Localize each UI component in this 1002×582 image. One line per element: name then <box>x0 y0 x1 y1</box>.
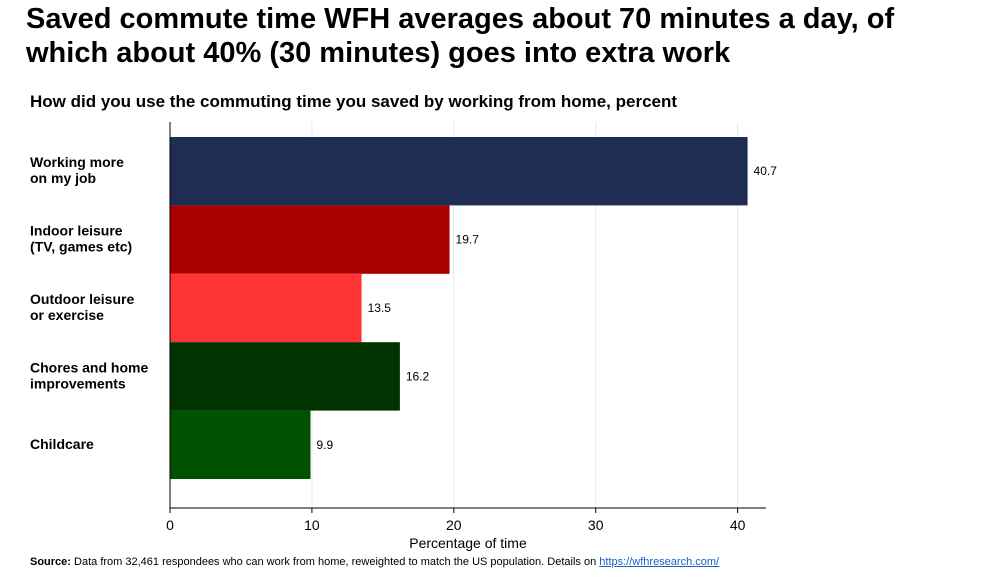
headline-line-1: Saved commute time WFH averages about 70… <box>26 3 895 35</box>
bar <box>170 205 450 274</box>
bar <box>170 137 748 206</box>
source-link[interactable]: https://wfhresearch.com/ <box>599 556 720 568</box>
x-axis-title: Percentage of time <box>409 535 527 551</box>
x-tick-label: 0 <box>166 517 174 533</box>
data-label: 19.7 <box>456 233 480 247</box>
source-note: Source: Data from 32,461 respondees who … <box>30 556 719 568</box>
category-label: Working more <box>30 154 124 170</box>
chart-title: How did you use the commuting time you s… <box>30 92 678 111</box>
x-tick-label: 30 <box>588 517 604 533</box>
x-tick-label: 20 <box>446 517 462 533</box>
headline-line-2: which about 40% (30 minutes) goes into e… <box>26 37 731 69</box>
category-label: improvements <box>30 375 126 391</box>
data-label: 40.7 <box>754 164 778 178</box>
data-label: 13.5 <box>368 301 392 315</box>
page-title: Saved commute time WFH averages about 70… <box>26 2 986 70</box>
category-label: (TV, games etc) <box>30 239 132 255</box>
bar <box>170 410 311 479</box>
category-label: or exercise <box>30 307 104 323</box>
category-label: on my job <box>30 170 96 186</box>
data-label: 9.9 <box>316 438 333 452</box>
source-label: Source: <box>30 556 71 568</box>
category-label: Outdoor leisure <box>30 291 134 307</box>
category-label: Indoor leisure <box>30 223 123 239</box>
bar <box>170 342 400 411</box>
category-label: Chores and home <box>30 359 148 375</box>
bar <box>170 273 362 343</box>
source-text: Data from 32,461 respondees who can work… <box>70 556 600 568</box>
category-label: Childcare <box>30 436 94 452</box>
data-label: 16.2 <box>406 369 430 383</box>
x-tick-label: 10 <box>304 517 320 533</box>
x-tick-label: 40 <box>730 517 746 533</box>
